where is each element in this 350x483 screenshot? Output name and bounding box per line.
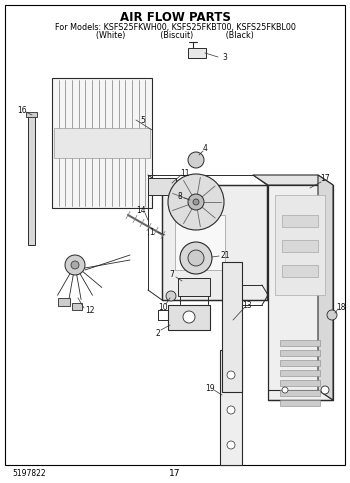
Bar: [222, 262, 242, 392]
Bar: [72, 303, 82, 310]
Text: For Models: KSFS25FKWH00, KSFS25FKBT00, KSFS25FKBL00: For Models: KSFS25FKWH00, KSFS25FKBT00, …: [55, 23, 295, 31]
Bar: [168, 305, 210, 330]
Bar: [282, 240, 318, 252]
Circle shape: [180, 242, 212, 274]
Bar: [52, 78, 152, 208]
Bar: [148, 178, 176, 195]
Bar: [220, 350, 242, 465]
Bar: [28, 115, 35, 245]
Bar: [280, 340, 320, 346]
Polygon shape: [253, 175, 333, 185]
Text: 5197822: 5197822: [12, 469, 46, 478]
Circle shape: [166, 291, 176, 301]
Text: 8: 8: [178, 191, 182, 200]
Text: (White)              (Biscuit)             (Black): (White) (Biscuit) (Black): [96, 30, 254, 40]
Bar: [280, 360, 320, 366]
Bar: [58, 298, 70, 306]
Text: 7: 7: [169, 270, 174, 279]
Circle shape: [193, 199, 199, 205]
Circle shape: [321, 386, 329, 394]
Circle shape: [188, 152, 204, 168]
Bar: [280, 400, 320, 406]
Text: 16: 16: [17, 105, 27, 114]
Bar: [54, 128, 150, 158]
Circle shape: [188, 194, 204, 210]
Circle shape: [168, 174, 224, 230]
Circle shape: [188, 250, 204, 266]
Bar: [282, 215, 318, 227]
Text: 18: 18: [336, 302, 346, 312]
Bar: [175, 215, 225, 270]
Text: 1: 1: [150, 227, 154, 237]
Text: 2: 2: [156, 328, 160, 338]
Text: AIR FLOW PARTS: AIR FLOW PARTS: [120, 11, 230, 24]
Text: 19: 19: [205, 384, 215, 393]
Bar: [280, 390, 320, 396]
Text: 3: 3: [223, 53, 228, 61]
Text: 11: 11: [180, 169, 190, 177]
Circle shape: [227, 441, 235, 449]
Text: 4: 4: [203, 143, 208, 153]
Bar: [162, 185, 267, 300]
Text: 12: 12: [85, 306, 95, 314]
Bar: [26, 112, 37, 117]
Text: 5: 5: [141, 115, 146, 125]
Text: 13: 13: [242, 300, 252, 310]
Bar: [280, 370, 320, 376]
Circle shape: [71, 261, 79, 269]
Text: 14: 14: [136, 205, 146, 214]
Text: 21: 21: [220, 251, 230, 259]
Circle shape: [227, 371, 235, 379]
Bar: [178, 278, 210, 296]
Bar: [275, 195, 325, 295]
Bar: [282, 265, 318, 277]
Circle shape: [227, 406, 235, 414]
Circle shape: [65, 255, 85, 275]
Circle shape: [183, 311, 195, 323]
Text: 10: 10: [158, 302, 168, 312]
Bar: [188, 48, 206, 58]
Polygon shape: [318, 175, 333, 400]
Bar: [268, 185, 333, 400]
Text: 17: 17: [320, 173, 330, 183]
Bar: [280, 350, 320, 356]
Bar: [280, 380, 320, 386]
Circle shape: [282, 387, 288, 393]
Circle shape: [327, 310, 337, 320]
Text: 17: 17: [169, 469, 181, 478]
